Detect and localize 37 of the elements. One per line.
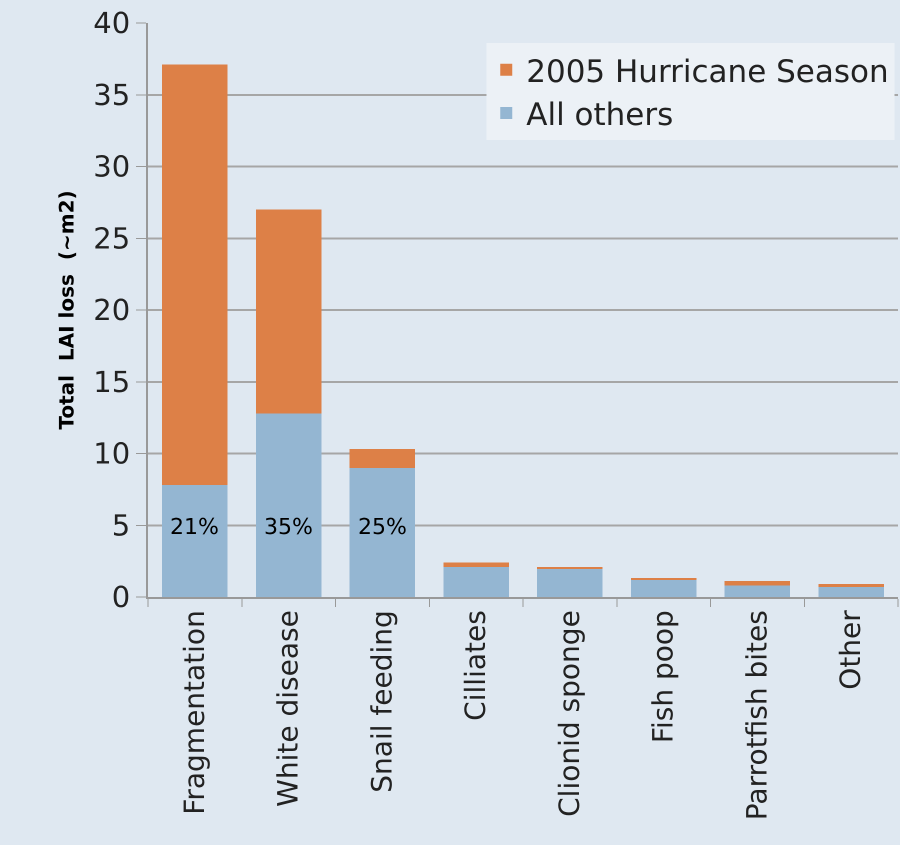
x-tick-label: White disease bbox=[272, 610, 305, 807]
y-tick-label: 35 bbox=[93, 78, 130, 112]
bar bbox=[350, 449, 416, 468]
y-tick-label: 25 bbox=[93, 221, 130, 256]
x-tick-label: Other bbox=[834, 610, 868, 690]
bar bbox=[818, 586, 884, 597]
x-tick-label: Snail feeding bbox=[365, 610, 398, 793]
y-axis-title: Total LAI loss (~m2) bbox=[54, 190, 78, 430]
bar bbox=[443, 566, 509, 597]
y-tick-label: 30 bbox=[93, 150, 130, 184]
bar bbox=[537, 568, 603, 597]
annotation: 21% bbox=[170, 515, 219, 540]
legend-label: 2005 Hurricane Season bbox=[526, 54, 889, 90]
x-tick-label: Cilliates bbox=[459, 610, 492, 721]
legend-label: All others bbox=[526, 97, 674, 134]
y-tick-label: 40 bbox=[93, 6, 130, 40]
bar bbox=[162, 485, 228, 597]
bar bbox=[630, 580, 696, 597]
bar bbox=[350, 468, 416, 597]
bar bbox=[818, 584, 884, 587]
x-tick-label: Fish poop bbox=[646, 610, 680, 744]
bar bbox=[256, 210, 322, 414]
x-tick-label: Fragmentation bbox=[178, 610, 211, 815]
y-tick-label: 5 bbox=[112, 508, 130, 542]
bar bbox=[256, 413, 322, 597]
annotation: 35% bbox=[264, 515, 313, 540]
x-tick-label: Clionid sponge bbox=[552, 610, 586, 817]
x-tick-label: Parrotfish bites bbox=[740, 610, 774, 820]
y-tick-label: 0 bbox=[112, 580, 130, 614]
y-tick-label: 20 bbox=[93, 293, 130, 328]
bar bbox=[724, 581, 790, 586]
y-tick-label: 10 bbox=[93, 436, 130, 471]
bar bbox=[443, 562, 509, 567]
bar bbox=[724, 586, 790, 597]
bar bbox=[162, 64, 228, 486]
y-tick-label: 15 bbox=[93, 364, 130, 399]
annotation: 25% bbox=[358, 515, 407, 540]
